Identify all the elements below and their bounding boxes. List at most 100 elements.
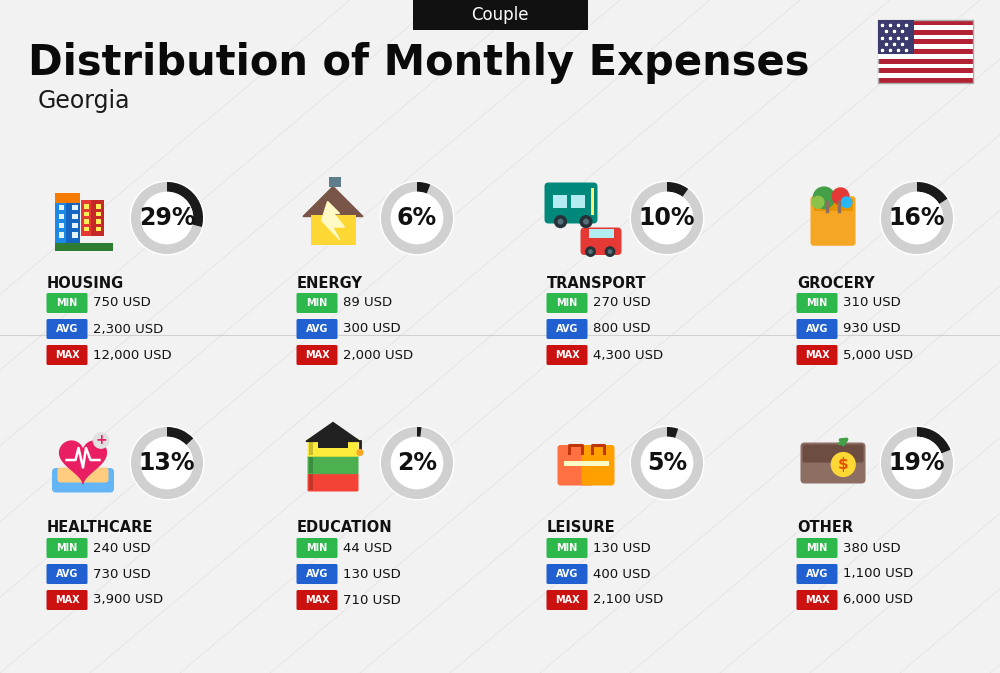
FancyBboxPatch shape [413,0,588,30]
FancyBboxPatch shape [328,177,334,186]
Wedge shape [631,182,703,254]
Text: MAX: MAX [555,595,579,605]
FancyBboxPatch shape [546,293,588,313]
Text: 730 USD: 730 USD [93,567,151,581]
FancyBboxPatch shape [296,590,338,610]
Text: 16%: 16% [889,206,945,230]
FancyBboxPatch shape [878,25,973,30]
Wedge shape [881,182,953,254]
Text: GROCERY: GROCERY [797,275,875,291]
FancyBboxPatch shape [296,564,338,584]
Text: 930 USD: 930 USD [843,322,901,336]
Wedge shape [131,182,203,254]
Polygon shape [60,441,106,483]
FancyBboxPatch shape [58,223,64,228]
Wedge shape [380,425,454,501]
Text: MIN: MIN [306,298,328,308]
Text: 12,000 USD: 12,000 USD [93,349,172,361]
Circle shape [141,192,193,244]
FancyBboxPatch shape [296,293,338,313]
Wedge shape [917,182,947,204]
FancyBboxPatch shape [558,445,594,485]
FancyBboxPatch shape [46,293,88,313]
FancyBboxPatch shape [46,564,88,584]
FancyBboxPatch shape [72,223,78,228]
Text: 6%: 6% [397,206,437,230]
Wedge shape [130,425,205,501]
Text: 89 USD: 89 USD [343,297,392,310]
Text: Couple: Couple [471,6,529,24]
Circle shape [831,452,856,477]
FancyBboxPatch shape [587,460,609,466]
Circle shape [554,215,567,228]
Text: Georgia: Georgia [38,89,130,113]
FancyBboxPatch shape [796,538,838,558]
Circle shape [585,246,596,257]
Text: Distribution of Monthly Expenses: Distribution of Monthly Expenses [28,42,810,84]
Wedge shape [381,182,453,254]
Circle shape [832,187,850,205]
FancyBboxPatch shape [309,474,313,490]
FancyBboxPatch shape [878,73,973,78]
FancyBboxPatch shape [796,319,838,339]
Text: MIN: MIN [306,543,328,553]
Text: 44 USD: 44 USD [343,542,392,555]
FancyBboxPatch shape [81,200,104,236]
Wedge shape [130,180,205,256]
FancyBboxPatch shape [796,293,838,313]
FancyBboxPatch shape [96,227,101,231]
FancyBboxPatch shape [546,564,588,584]
Text: 240 USD: 240 USD [93,542,151,555]
FancyBboxPatch shape [46,319,88,339]
FancyBboxPatch shape [878,20,973,83]
Text: HEALTHCARE: HEALTHCARE [47,520,153,536]
FancyBboxPatch shape [58,214,64,219]
Text: 270 USD: 270 USD [593,297,651,310]
FancyBboxPatch shape [309,457,313,472]
FancyBboxPatch shape [296,538,338,558]
Text: 2,300 USD: 2,300 USD [93,322,163,336]
Text: 380 USD: 380 USD [843,542,901,555]
Text: 2,000 USD: 2,000 USD [343,349,413,361]
Text: 10%: 10% [639,206,695,230]
FancyBboxPatch shape [308,456,358,474]
FancyBboxPatch shape [296,345,338,365]
Text: 310 USD: 310 USD [843,297,901,310]
Circle shape [811,196,825,209]
Text: MIN: MIN [56,298,78,308]
FancyBboxPatch shape [553,195,566,207]
Text: AVG: AVG [306,569,328,579]
FancyBboxPatch shape [72,232,78,238]
Text: AVG: AVG [556,569,578,579]
Text: MIN: MIN [806,298,828,308]
Text: 29%: 29% [139,206,195,230]
FancyBboxPatch shape [54,242,112,250]
FancyBboxPatch shape [308,438,358,457]
FancyBboxPatch shape [546,319,588,339]
FancyBboxPatch shape [58,205,64,210]
Text: MIN: MIN [56,543,78,553]
Circle shape [641,192,693,244]
FancyBboxPatch shape [546,590,588,610]
Circle shape [579,215,593,228]
FancyBboxPatch shape [571,195,584,207]
FancyBboxPatch shape [84,227,89,231]
Circle shape [891,437,943,489]
Circle shape [840,197,852,208]
FancyBboxPatch shape [72,214,78,219]
FancyBboxPatch shape [84,219,89,223]
Text: 5,000 USD: 5,000 USD [843,349,913,361]
FancyBboxPatch shape [84,212,89,216]
Text: +: + [95,433,107,448]
FancyBboxPatch shape [796,345,838,365]
Text: MAX: MAX [555,350,579,360]
FancyBboxPatch shape [81,200,91,236]
Text: $: $ [838,457,849,472]
Text: 3,900 USD: 3,900 USD [93,594,163,606]
FancyBboxPatch shape [878,54,973,59]
Text: MAX: MAX [805,595,829,605]
FancyBboxPatch shape [46,590,88,610]
Text: 13%: 13% [139,451,195,475]
FancyBboxPatch shape [878,64,973,69]
Text: AVG: AVG [56,569,78,579]
